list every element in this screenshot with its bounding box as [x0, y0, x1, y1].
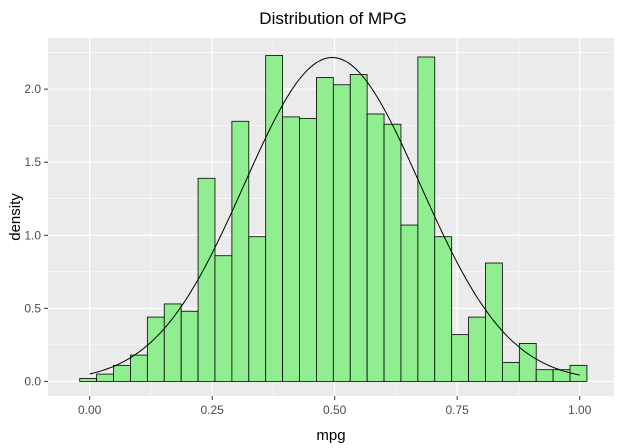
- histogram-bar: [434, 236, 453, 382]
- histogram-bar: [366, 113, 385, 382]
- y-axis-ticks: 0.0 0.5 1.0 1.5 2.0: [24, 82, 48, 388]
- histogram-bar: [79, 378, 98, 382]
- histogram-bar: [552, 369, 571, 382]
- y-tick-label: 0.5: [24, 301, 41, 315]
- histogram-bar: [569, 364, 588, 382]
- y-tick-label: 1.5: [24, 155, 41, 169]
- histogram-bar: [299, 117, 317, 382]
- histogram-bar: [180, 310, 199, 382]
- histogram-bar: [485, 262, 503, 382]
- histogram-bar: [518, 342, 537, 382]
- histogram-bars: [79, 55, 588, 382]
- y-tick-label: 2.0: [24, 82, 41, 96]
- x-axis-title: mpg: [316, 427, 345, 444]
- histogram-bar: [130, 354, 148, 382]
- histogram-bar: [214, 255, 233, 382]
- histogram-bar: [265, 55, 284, 382]
- x-tick-label: 1.00: [568, 403, 592, 417]
- histogram-bar: [400, 224, 419, 382]
- density-curve: [89, 57, 580, 376]
- histogram-bar: [96, 373, 114, 382]
- histogram-bar: [113, 364, 131, 382]
- y-axis-title: density: [7, 193, 24, 241]
- histogram-bar: [316, 77, 334, 382]
- histogram-bar: [451, 334, 469, 382]
- histogram-bar: [332, 84, 351, 382]
- histogram-bar: [417, 56, 436, 382]
- histogram-bar: [146, 316, 165, 382]
- x-tick-label: 0.75: [446, 403, 470, 417]
- histogram-bar: [282, 116, 300, 382]
- x-tick-label: 0.00: [78, 403, 102, 417]
- y-tick-label: 1.0: [24, 228, 41, 242]
- histogram-bar: [383, 123, 402, 382]
- x-tick-label: 0.25: [200, 403, 224, 417]
- histogram-bar: [197, 177, 216, 382]
- histogram-bar: [248, 236, 267, 382]
- histogram-bar: [163, 303, 182, 382]
- x-tick-label: 0.50: [323, 403, 347, 417]
- histogram-bar: [535, 369, 554, 382]
- y-tick-label: 0.0: [24, 374, 41, 388]
- x-axis-ticks: 0.00 0.25 0.50 0.75 1.00: [78, 396, 592, 417]
- histogram-bar: [231, 120, 250, 382]
- histogram-bar: [349, 74, 368, 382]
- histogram-bar: [468, 316, 486, 382]
- histogram-bar: [501, 361, 520, 382]
- chart-title: Distribution of MPG: [259, 9, 406, 28]
